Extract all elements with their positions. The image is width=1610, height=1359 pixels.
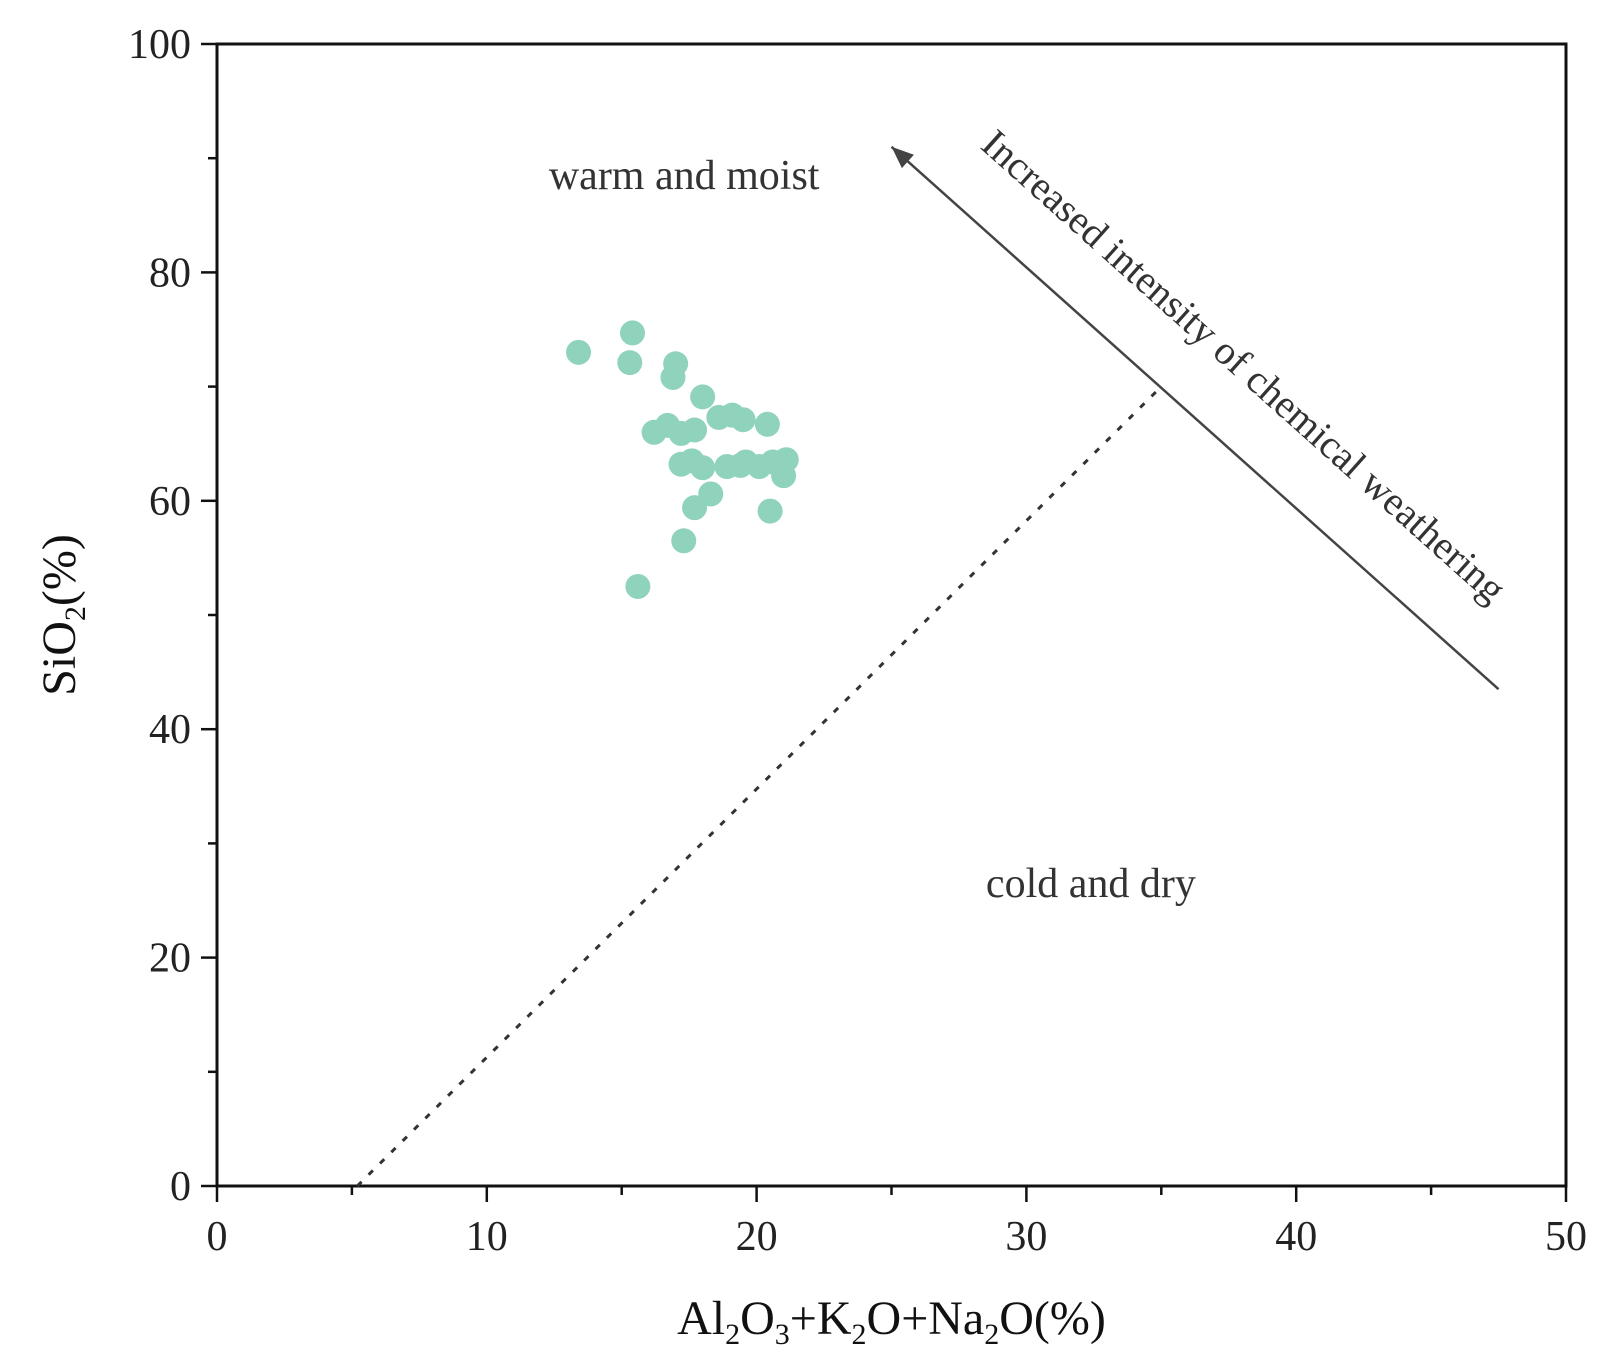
axis-title-part: O bbox=[740, 1292, 775, 1345]
data-points bbox=[566, 320, 799, 599]
x-tick-label: 30 bbox=[1005, 1214, 1047, 1260]
plot-border bbox=[215, 42, 1568, 1188]
region-label: cold and dry bbox=[986, 861, 1196, 907]
data-point bbox=[682, 417, 708, 443]
y-tick-label: 100 bbox=[128, 22, 191, 68]
x-tick-label: 20 bbox=[736, 1214, 778, 1260]
x-axis-title: Al2O3+K2O+Na2O(%) bbox=[677, 1292, 1106, 1351]
weathering-arrow-label: Increased intensity of chemical weatheri… bbox=[973, 120, 1515, 611]
data-point bbox=[754, 411, 780, 437]
subscript: 2 bbox=[725, 1318, 740, 1351]
y-tick-label: 40 bbox=[149, 707, 191, 753]
axis-title-part: O+Na bbox=[867, 1292, 985, 1345]
data-point bbox=[660, 364, 686, 390]
subscript: 2 bbox=[852, 1318, 867, 1351]
x-tick-label: 0 bbox=[207, 1214, 228, 1260]
axis-title-part: (%) bbox=[33, 534, 86, 606]
data-point bbox=[771, 463, 797, 489]
data-point bbox=[619, 320, 645, 346]
data-point bbox=[730, 407, 756, 433]
data-point bbox=[566, 339, 592, 365]
data-point bbox=[757, 498, 783, 524]
subscript: 3 bbox=[775, 1318, 790, 1351]
subscript: 2 bbox=[984, 1318, 999, 1351]
axis-tick-labels: 0 10 20 30 40 50 0 20 40 60 80 100 bbox=[128, 22, 1587, 1260]
x-tick-label: 40 bbox=[1275, 1214, 1317, 1260]
region-labels: warm and moist cold and dry bbox=[549, 153, 1196, 907]
axis-title-part: Al bbox=[677, 1292, 725, 1345]
y-tick-label: 60 bbox=[149, 479, 191, 525]
axis-titles: Al2O3+K2O+Na2O(%)SiO2(%) bbox=[33, 534, 1106, 1351]
x-tick-label: 10 bbox=[466, 1214, 508, 1260]
axis-title-part: SiO bbox=[33, 621, 86, 696]
boundary-line bbox=[356, 385, 1163, 1188]
region-label: warm and moist bbox=[549, 153, 820, 199]
x-tick-label: 50 bbox=[1545, 1214, 1587, 1260]
data-point bbox=[625, 573, 651, 599]
data-point bbox=[690, 384, 716, 410]
y-tick-label: 0 bbox=[170, 1164, 191, 1210]
boundary-line-group bbox=[356, 385, 1163, 1188]
data-point bbox=[682, 495, 708, 521]
axis-ticks bbox=[201, 42, 1568, 1202]
weathering-arrow-group: Increased intensity of chemical weatheri… bbox=[890, 120, 1515, 691]
y-tick-label: 80 bbox=[149, 250, 191, 296]
subscript: 2 bbox=[59, 606, 92, 621]
data-point bbox=[671, 528, 697, 554]
axis-title-part: +K bbox=[790, 1292, 852, 1345]
arrowhead-icon bbox=[891, 146, 914, 169]
weathering-arrow-line bbox=[890, 145, 1500, 691]
axis-title-part: O(%) bbox=[999, 1292, 1106, 1345]
plot-frame bbox=[215, 42, 1568, 1188]
y-axis-title: SiO2(%) bbox=[33, 534, 92, 696]
y-tick-label: 20 bbox=[149, 936, 191, 982]
data-point bbox=[617, 350, 643, 376]
data-point bbox=[690, 455, 716, 481]
